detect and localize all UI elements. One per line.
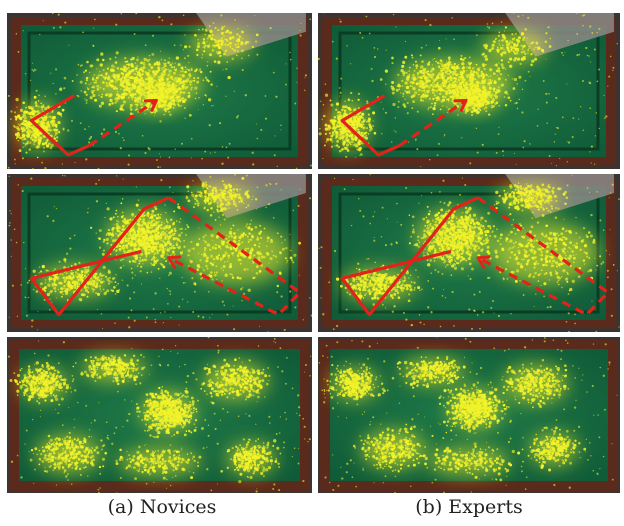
gaze-heatmap-experts-row2	[318, 174, 620, 332]
panel-experts-row1	[318, 13, 620, 169]
gaze-heatmap-novices-row2	[7, 174, 312, 332]
route-path	[29, 196, 302, 317]
gaze-points	[7, 13, 312, 169]
gaze-heatmap-novices-row1	[7, 13, 312, 169]
caption-novices: (a) Novices	[107, 496, 217, 518]
route-arrowhead	[453, 98, 468, 112]
gaze-heatmap-experts-row1	[318, 13, 620, 169]
panel-experts-row3	[318, 337, 620, 493]
route-path	[29, 94, 158, 157]
panel-novices-row2	[7, 174, 312, 332]
panel-experts-row2	[318, 174, 620, 332]
gaze-heatmap-novices-row3	[7, 337, 312, 493]
route-arrowhead	[143, 98, 158, 112]
route-path	[340, 94, 468, 157]
panel-novices-row3	[7, 337, 312, 493]
route-path	[340, 196, 610, 317]
route-arrowhead	[476, 255, 491, 269]
gaze-points	[7, 337, 312, 493]
gaze-points	[318, 337, 618, 493]
route-arrowhead	[167, 255, 182, 269]
gaze-heatmap-experts-row3	[318, 337, 620, 493]
gaze-points	[8, 174, 312, 332]
panel-novices-row1	[7, 13, 312, 169]
caption-experts: (b) Experts	[415, 496, 523, 518]
